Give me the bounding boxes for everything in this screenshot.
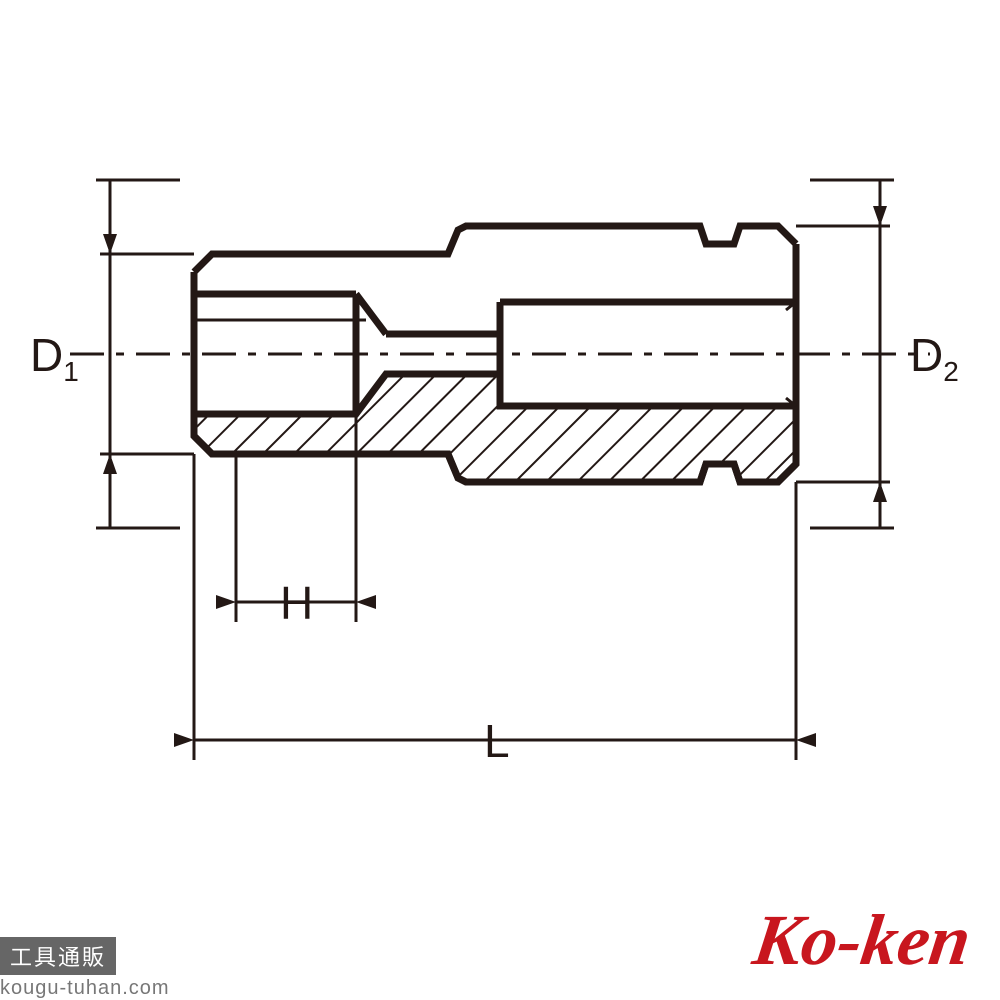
label-H: H [280,576,313,630]
socket-diagram [0,0,1000,1000]
footer-badge: 工具通販 [0,937,116,975]
label-d1: D1 [30,328,79,388]
label-L: L [484,714,510,768]
footer: 工具通販 kougu-tuhan.com [0,937,170,1000]
footer-url: kougu-tuhan.com [0,977,170,1000]
brand-logo: Ko-ken [748,899,976,982]
label-d2: D2 [910,328,959,388]
